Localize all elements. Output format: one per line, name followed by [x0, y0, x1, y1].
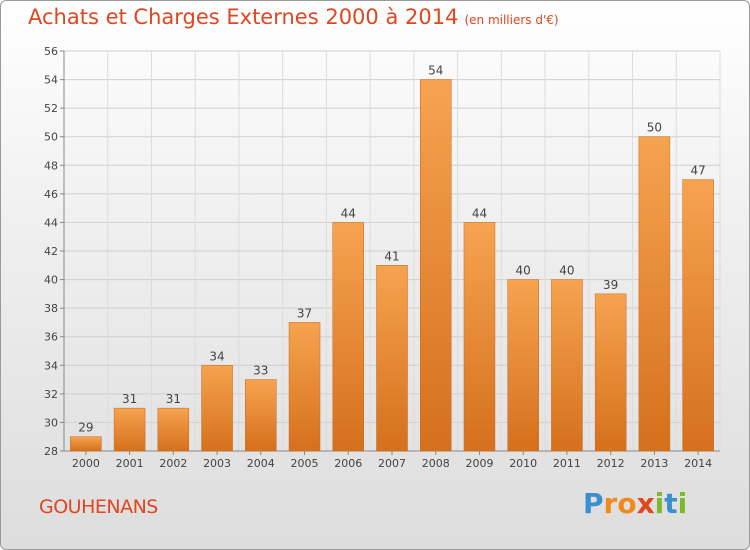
x-tick-label: 2011: [553, 457, 581, 470]
data-label: 31: [166, 392, 181, 406]
x-tick-label: 2012: [597, 457, 625, 470]
bar-2002: [157, 407, 190, 452]
data-label: 54: [428, 64, 443, 78]
bar-2003: [201, 365, 233, 452]
data-label: 41: [384, 249, 399, 263]
bar-2012: [594, 293, 627, 452]
x-tick-label: 2014: [684, 457, 712, 470]
data-labels: 29 31 31 34 33 37 44 41 54 44 40 40 39 50 47: [78, 64, 706, 435]
x-tick-label: 2007: [378, 457, 406, 470]
y-tick-label: 54: [44, 74, 58, 87]
y-tick-label: 30: [44, 416, 58, 429]
data-label: 50: [647, 121, 662, 135]
y-tick-label: 34: [44, 359, 58, 372]
bar-2010: [507, 279, 539, 452]
chart-title-text: Achats et Charges Externes 2000 à 2014: [28, 5, 459, 29]
bar-2006: [332, 222, 365, 452]
x-tick-label: 2004: [247, 457, 275, 470]
data-label: 29: [78, 421, 93, 435]
data-label: 31: [122, 392, 137, 406]
y-tick-label: 52: [44, 102, 58, 115]
y-tick-label: 36: [44, 331, 58, 344]
y-tick-label: 46: [44, 188, 58, 201]
y-tick-label: 48: [44, 159, 58, 172]
data-label: 44: [341, 206, 356, 220]
x-tick-label: 2000: [72, 457, 100, 470]
proxiti-logo: Proxiti: [583, 487, 687, 520]
x-tick-label: 2008: [422, 457, 450, 470]
commune-name: GOUHENANS: [39, 496, 158, 518]
y-tick-label: 28: [44, 445, 58, 458]
y-tick-label: 56: [44, 45, 58, 58]
bar-2001: [113, 407, 146, 452]
x-tick-label: 2005: [291, 457, 319, 470]
bar-2005: [288, 322, 321, 452]
x-tick-label: 2002: [159, 457, 187, 470]
data-label: 34: [209, 349, 224, 363]
data-label: 37: [297, 306, 312, 320]
data-label: 44: [472, 206, 487, 220]
bar-2014: [682, 179, 714, 452]
chart-title: Achats et Charges Externes 2000 à 2014 (e…: [28, 5, 559, 29]
logo-letter: x: [636, 487, 655, 520]
bar-2004: [245, 379, 277, 452]
data-label: 47: [690, 164, 705, 178]
logo-letter: i: [677, 487, 688, 520]
logo-letter: t: [664, 487, 678, 520]
logo-letter: o: [617, 487, 637, 520]
x-tick-label: 2001: [116, 457, 144, 470]
y-tick-label: 42: [44, 245, 58, 258]
bar-2011: [551, 279, 583, 452]
logo-letter: r: [603, 487, 618, 520]
data-label: 40: [559, 264, 574, 278]
x-tick-label: 2003: [203, 457, 231, 470]
data-label: 39: [603, 278, 618, 292]
y-tick-label: 50: [44, 131, 58, 144]
data-label: 33: [253, 364, 268, 378]
x-tick-label: 2006: [334, 457, 362, 470]
bar-2009: [463, 222, 496, 452]
x-tick-label: 2010: [509, 457, 537, 470]
bar-2013: [638, 136, 671, 452]
bar-2007: [376, 265, 408, 452]
logo-letter: P: [583, 487, 604, 520]
bar-2008: [419, 79, 452, 452]
y-tick-label: 38: [44, 302, 58, 315]
bar-2000: [70, 436, 102, 452]
y-tick-label: 32: [44, 388, 58, 401]
y-tick-label: 40: [44, 274, 58, 287]
y-tick-label: 44: [44, 216, 58, 229]
x-tick-label: 2009: [465, 457, 493, 470]
bars: [70, 79, 714, 452]
x-tick-label: 2013: [640, 457, 668, 470]
data-label: 40: [516, 264, 531, 278]
logo-letter: i: [654, 487, 665, 520]
chart-unit: (en milliers d'€): [464, 13, 559, 27]
